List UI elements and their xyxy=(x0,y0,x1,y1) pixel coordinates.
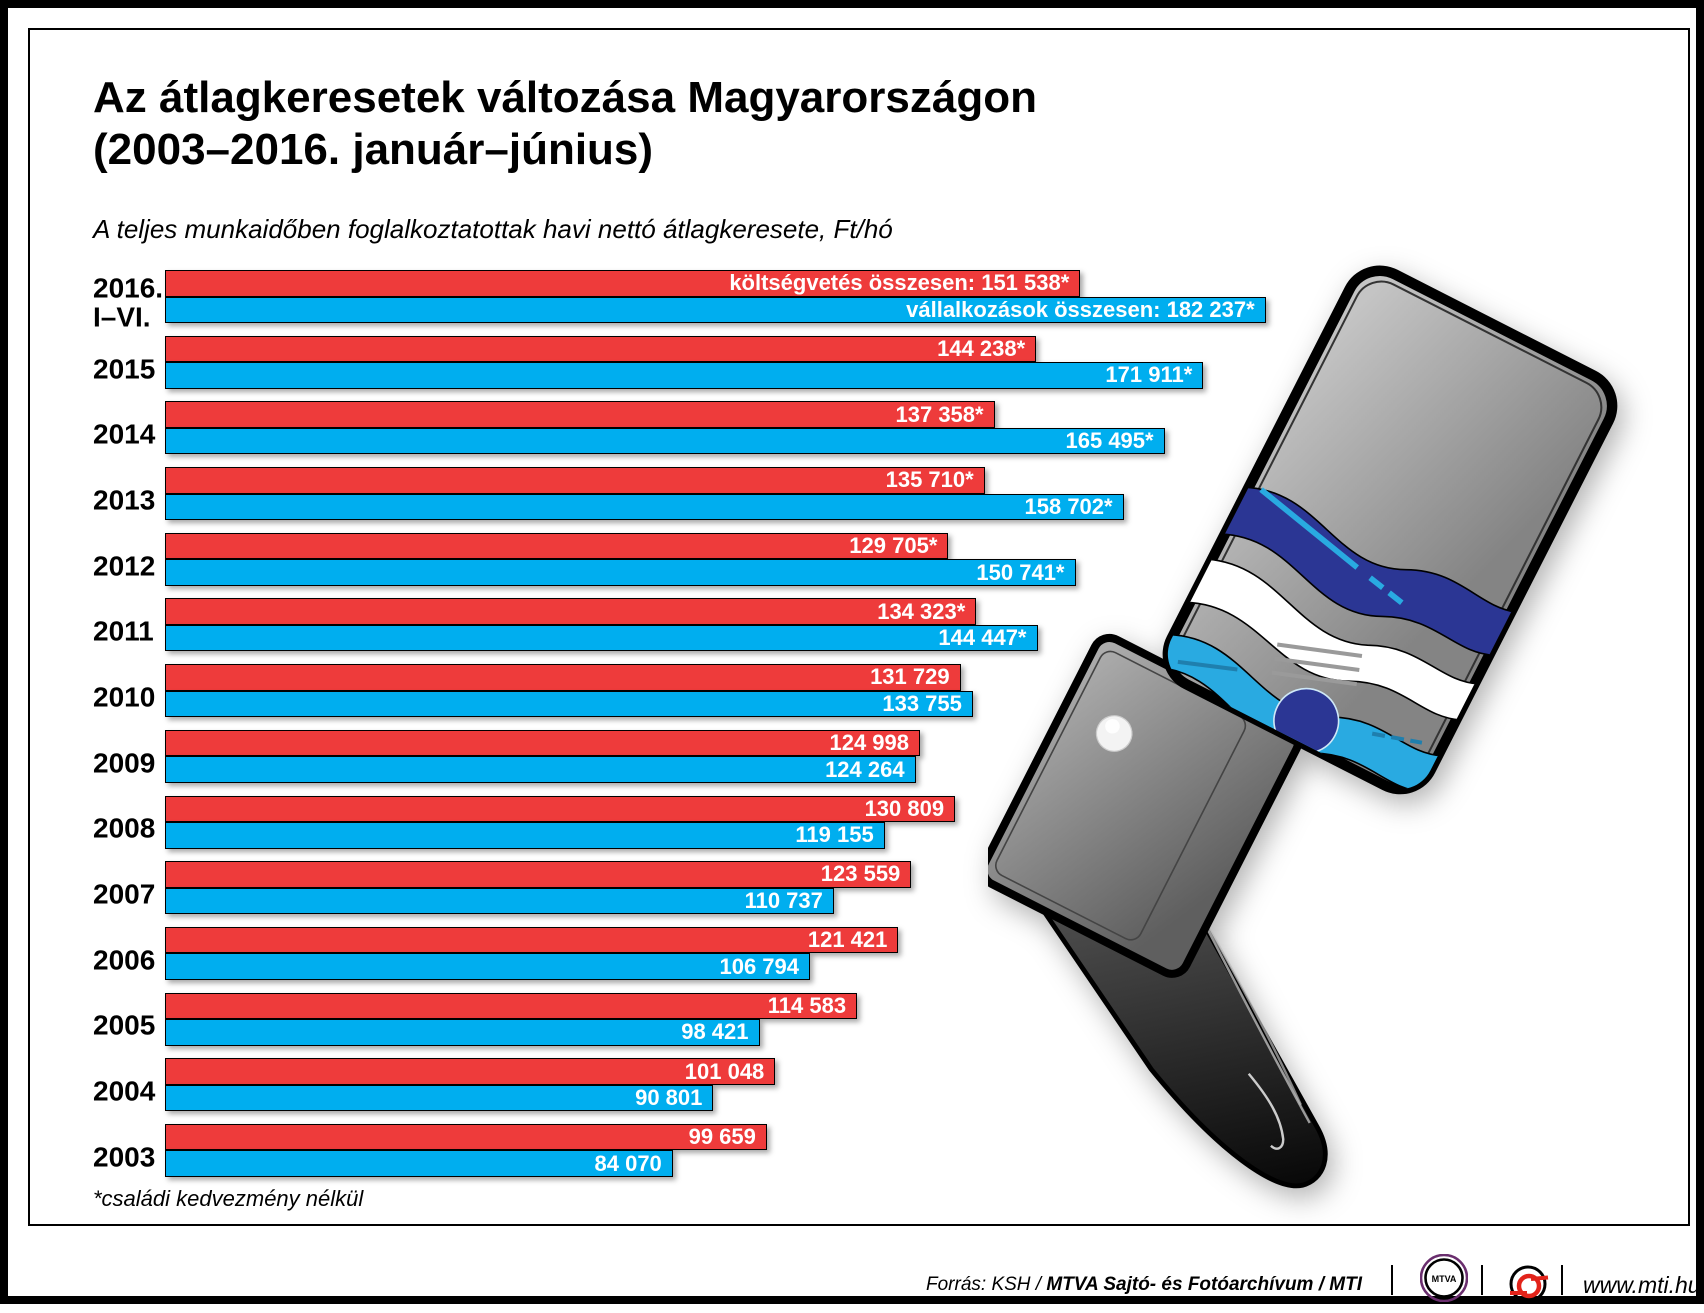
svg-text:MTVA: MTVA xyxy=(1432,1274,1457,1284)
